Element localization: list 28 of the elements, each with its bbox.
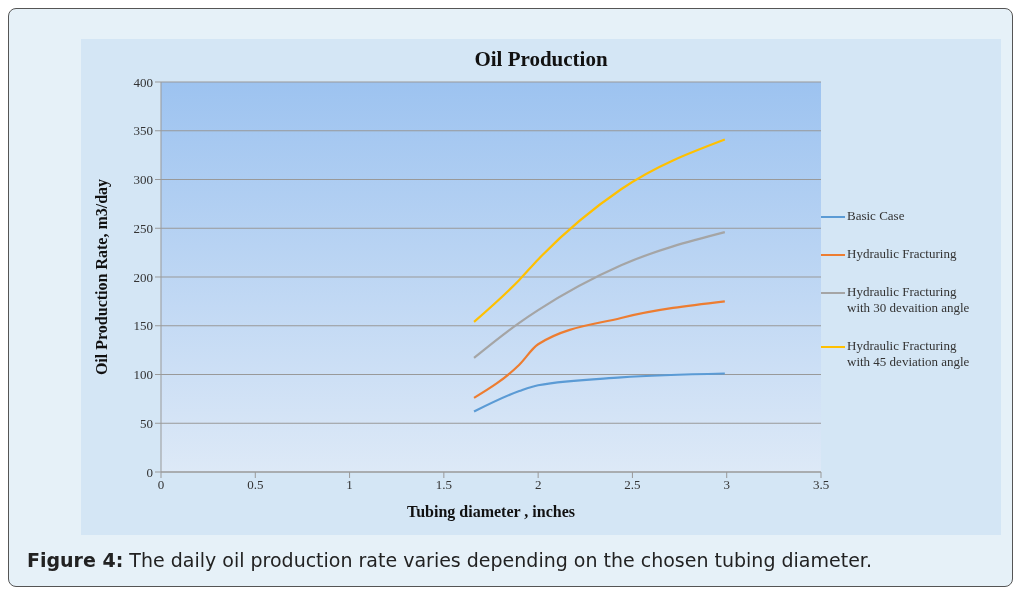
x-tick-label: 3.5 xyxy=(812,477,830,493)
y-tick-label: 100 xyxy=(133,367,153,383)
x-axis-title: Tubing diameter , inches xyxy=(406,503,576,521)
y-tick-label: 350 xyxy=(133,123,153,139)
legend-label: Basic Case xyxy=(847,207,905,224)
x-tick-label: 1.5 xyxy=(435,477,452,493)
x-tick-label: 2.5 xyxy=(624,477,641,493)
legend-label: Hydraulic Fracturing with 45 deviation angle xyxy=(847,337,971,370)
legend-label: Hydraulic Fracturing xyxy=(847,245,957,262)
y-tick-label: 400 xyxy=(133,74,153,90)
line-series xyxy=(472,372,726,413)
legend-label: Hydraulic Fracturing with 30 devaition angle xyxy=(847,283,971,316)
y-tick-label: 150 xyxy=(133,318,153,334)
line-series xyxy=(472,300,726,399)
y-tick-label: 300 xyxy=(133,172,153,188)
y-tick-label: 0 xyxy=(146,464,153,480)
x-tick-label: 0.5 xyxy=(247,477,264,493)
y-tick-label: 50 xyxy=(140,415,153,431)
chart-title: Oil Production xyxy=(473,47,609,72)
x-tick-label: 2 xyxy=(534,477,542,493)
y-tick-label: 250 xyxy=(133,220,153,236)
y-tick-label: 200 xyxy=(133,269,153,285)
line-series xyxy=(472,138,726,323)
x-tick-label: 3 xyxy=(723,477,730,493)
x-tick-label: 1 xyxy=(346,477,353,493)
x-tick-label: 0 xyxy=(157,477,165,493)
caption: Figure 4: The daily oil production rate varies depending on the chosen tubing diameter. xyxy=(27,549,872,571)
y-axis-title: Oil Production Rate, m3/day xyxy=(92,178,111,376)
